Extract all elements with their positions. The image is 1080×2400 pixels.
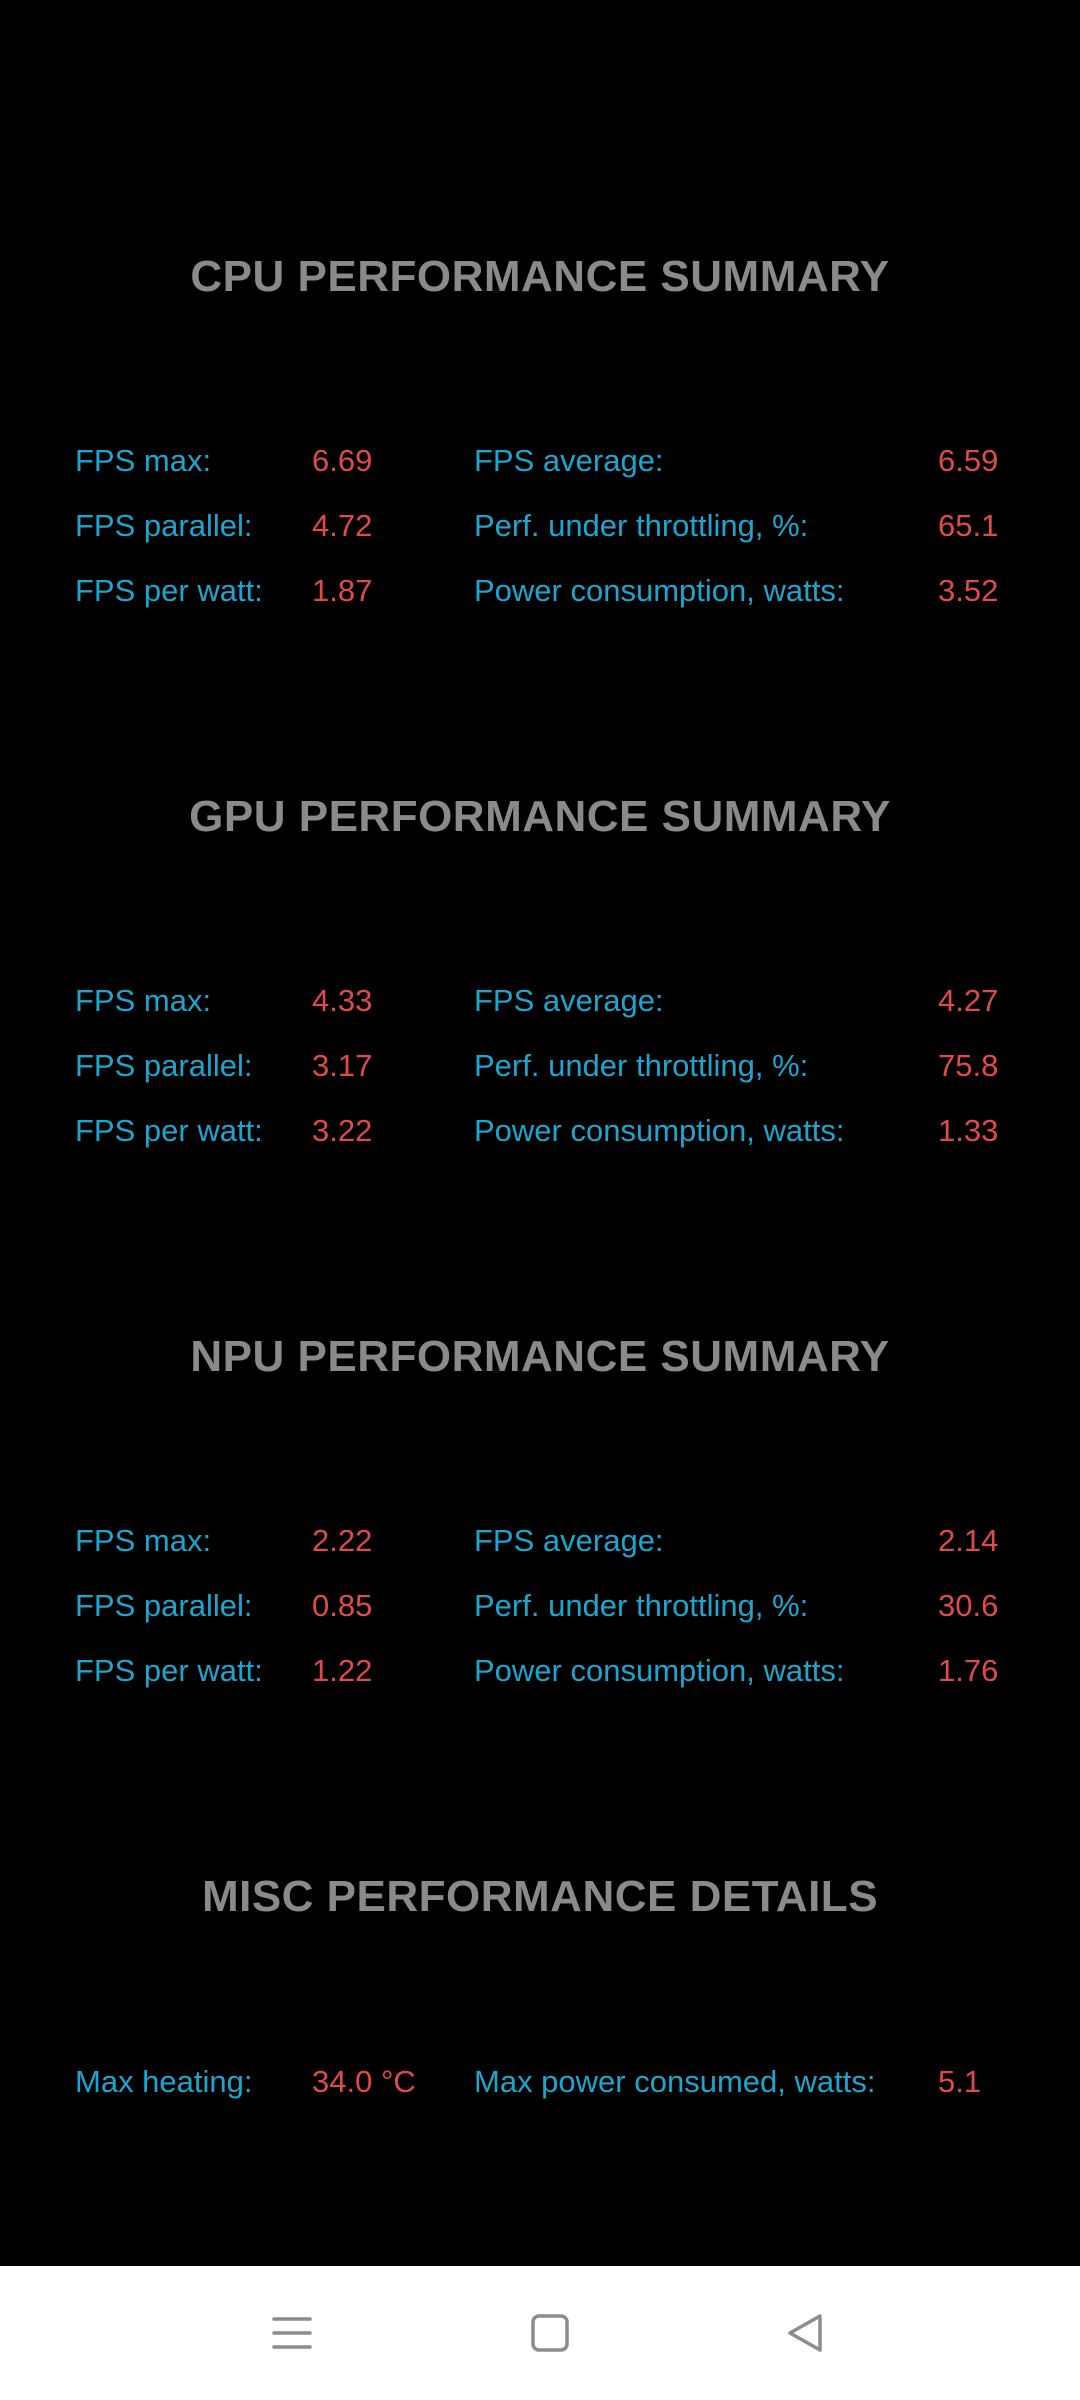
cpu-power-consumption-label: Power consumption, watts: [474,573,845,608]
gpu-fps-per-watt-value: 3.22 [312,1113,373,1148]
section-title-misc: MISC PERFORMANCE DETAILS [201,1872,879,1921]
gpu-fps-max-label: FPS max: [75,983,212,1018]
cpu-fps-max-value: 6.69 [312,443,373,478]
menu-icon [272,2317,312,2349]
cpu-power-consumption-value: 3.52 [938,573,999,608]
misc-max-power-label: Max power consumed, watts: [474,2064,876,2099]
cpu-fps-average-value: 6.59 [938,443,999,478]
recents-button[interactable] [232,2266,352,2400]
npu-perf-throttling-value: 30.6 [938,1588,999,1623]
npu-fps-per-watt-value: 1.22 [312,1653,373,1688]
cpu-fps-average-label: FPS average: [474,443,664,478]
npu-fps-parallel-label: FPS parallel: [75,1588,253,1623]
npu-power-consumption-label: Power consumption, watts: [474,1653,845,1688]
npu-perf-throttling-label: Perf. under throttling, %: [474,1588,809,1623]
cpu-perf-throttling-label: Perf. under throttling, %: [474,508,809,543]
section-title-gpu: GPU PERFORMANCE SUMMARY [189,792,891,841]
gpu-fps-average-label: FPS average: [474,983,664,1018]
npu-fps-max-label: FPS max: [75,1523,212,1558]
system-navigation-bar [0,2266,1080,2400]
npu-fps-per-watt-label: FPS per watt: [75,1653,263,1688]
gpu-power-consumption-value: 1.33 [938,1113,999,1148]
gpu-fps-per-watt-label: FPS per watt: [75,1113,263,1148]
npu-fps-parallel-value: 0.85 [312,1588,373,1623]
npu-fps-average-value: 2.14 [938,1523,999,1558]
back-button[interactable] [746,2266,866,2400]
back-triangle-icon [788,2314,822,2352]
cpu-fps-parallel-label: FPS parallel: [75,508,253,543]
cpu-fps-per-watt-value: 1.87 [312,573,373,608]
section-title-npu: NPU PERFORMANCE SUMMARY [190,1332,890,1381]
gpu-fps-max-value: 4.33 [312,983,373,1018]
npu-power-consumption-value: 1.76 [938,1653,999,1688]
benchmark-results-screen: CPU PERFORMANCE SUMMARY FPS max: 6.69 FP… [75,252,999,2099]
home-button[interactable] [490,2266,610,2400]
home-square-icon [531,2314,569,2352]
misc-max-power-value: 5.1 [938,2064,982,2099]
npu-fps-max-value: 2.22 [312,1523,373,1558]
gpu-fps-parallel-label: FPS parallel: [75,1048,253,1083]
cpu-fps-parallel-value: 4.72 [312,508,373,543]
gpu-fps-parallel-value: 3.17 [312,1048,373,1083]
cpu-fps-max-label: FPS max: [75,443,212,478]
cpu-fps-per-watt-label: FPS per watt: [75,573,263,608]
gpu-power-consumption-label: Power consumption, watts: [474,1113,845,1148]
gpu-perf-throttling-label: Perf. under throttling, %: [474,1048,809,1083]
misc-max-heating-label: Max heating: [75,2064,253,2099]
section-title-cpu: CPU PERFORMANCE SUMMARY [190,252,890,301]
misc-max-heating-value: 34.0 °C [312,2064,416,2099]
cpu-perf-throttling-value: 65.1 [938,508,999,543]
gpu-perf-throttling-value: 75.8 [938,1048,999,1083]
npu-fps-average-label: FPS average: [474,1523,664,1558]
gpu-fps-average-value: 4.27 [938,983,999,1018]
